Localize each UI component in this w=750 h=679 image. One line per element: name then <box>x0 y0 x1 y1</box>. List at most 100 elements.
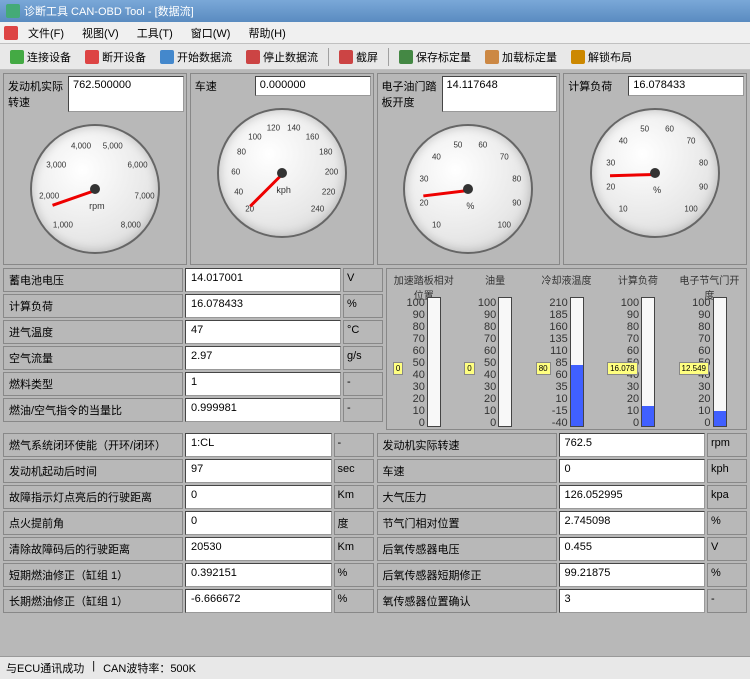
param-label: 节气门相对位置 <box>377 511 557 535</box>
gauge-needle <box>424 189 469 197</box>
param-row: 长期燃油修正（缸组 1） -6.666672 % <box>3 589 374 613</box>
toolbar-icon <box>246 50 260 64</box>
menu-item[interactable]: 窗口(W) <box>183 23 239 43</box>
toolbar-btn[interactable]: 解锁布局 <box>565 47 638 67</box>
toolbar-btn[interactable]: 断开设备 <box>79 47 152 67</box>
toolbar-label: 开始数据流 <box>177 49 232 65</box>
param-label: 空气流量 <box>3 346 183 370</box>
param-row: 后氧传感器电压 0.455 V <box>377 537 748 561</box>
param-label: 燃油/空气指令的当量比 <box>3 398 183 422</box>
bar-title: 冷却液温度 <box>532 271 601 297</box>
param-unit: % <box>707 511 747 535</box>
toolbar-btn[interactable]: 加载标定量 <box>479 47 563 67</box>
param-row: 车速 0 kph <box>377 459 748 483</box>
toolbar-icon <box>85 50 99 64</box>
gauge-needle <box>610 173 655 177</box>
gauge-value: 16.078433 <box>628 76 744 96</box>
toolbar-icon <box>160 50 174 64</box>
param-label: 长期燃油修正（缸组 1） <box>3 589 183 613</box>
param-label: 后氧传感器电压 <box>377 537 557 561</box>
param-unit: % <box>707 563 747 587</box>
bar-column: 冷却液温度 21018516013511085603510-15-40 80 <box>532 271 601 427</box>
param-row: 进气温度 47 °C <box>3 320 383 344</box>
bottom-right: 发动机实际转速 762.5 rpm 车速 0 kph 大气压力 126.0529… <box>377 433 748 615</box>
param-unit: V <box>707 537 747 561</box>
param-label: 发动机起动后时间 <box>3 459 183 483</box>
mid-section: 蓄电池电压 14.017001 V 计算负荷 16.078433 % 进气温度 … <box>3 268 747 430</box>
param-value: 0.999981 <box>185 398 341 422</box>
bar-column: 计算负荷 1009080706050403020100 16.078 <box>603 271 672 427</box>
bar-track: 16.078 <box>641 297 655 427</box>
toolbar-btn[interactable]: 截屏 <box>333 47 384 67</box>
gauge-label: 车速 <box>193 76 253 96</box>
param-row: 氧传感器位置确认 3 - <box>377 589 748 613</box>
gauge-label: 发动机实际转速 <box>6 76 66 112</box>
param-unit: Km <box>334 485 374 509</box>
menu-item[interactable]: 视图(V) <box>74 23 127 43</box>
bottom-left: 燃气系统闭环使能（开环/闭环） 1:CL - 发动机起动后时间 97 sec 故… <box>3 433 374 615</box>
gauge-box: 发动机实际转速 762.500000 1,0002,0003,0004,0005… <box>3 73 187 265</box>
param-value: 0 <box>559 459 706 483</box>
param-value: 0 <box>185 485 332 509</box>
toolbar-label: 断开设备 <box>102 49 146 65</box>
bar-column: 加速踏板相对位置 1009080706050403020100 0 <box>389 271 458 427</box>
toolbar-btn[interactable]: 保存标定量 <box>393 47 477 67</box>
bar-track: 0 <box>498 297 512 427</box>
param-row: 空气流量 2.97 g/s <box>3 346 383 370</box>
param-value: 1:CL <box>185 433 332 457</box>
param-value: 1 <box>185 372 341 396</box>
bar-track: 0 <box>427 297 441 427</box>
param-unit: % <box>343 294 383 318</box>
param-label: 燃气系统闭环使能（开环/闭环） <box>3 433 183 457</box>
bar-fill <box>571 365 583 426</box>
param-unit: V <box>343 268 383 292</box>
app-icon <box>6 4 20 18</box>
toolbar-btn[interactable]: 开始数据流 <box>154 47 238 67</box>
bar-title: 加速踏板相对位置 <box>389 271 458 297</box>
param-unit: g/s <box>343 346 383 370</box>
gauge-box: 电子油门踏板开度 14.117648 102030405060708090100… <box>377 73 561 265</box>
param-unit: % <box>334 563 374 587</box>
param-value: 20530 <box>185 537 332 561</box>
bar-value-label: 16.078 <box>607 362 637 375</box>
toolbar: 连接设备 断开设备 开始数据流停止数据流截屏保存标定量加载标定量解锁布局 <box>0 44 750 70</box>
toolbar-label: 连接设备 <box>27 49 71 65</box>
param-unit: % <box>334 589 374 613</box>
bar-track: 80 <box>570 297 584 427</box>
toolbar-btn[interactable]: 连接设备 <box>4 47 77 67</box>
gauge-dial: 1,0002,0003,0004,0005,0006,0007,0008,000… <box>30 124 160 254</box>
gauge-label: 电子油门踏板开度 <box>380 76 440 112</box>
toolbar-icon <box>485 50 499 64</box>
param-label: 短期燃油修正（缸组 1） <box>3 563 183 587</box>
gauge-box: 计算负荷 16.078433 102030405060708090100 % <box>563 73 747 265</box>
param-value: 0.455 <box>559 537 706 561</box>
param-label: 车速 <box>377 459 557 483</box>
bar-fill <box>714 411 726 426</box>
gauge-hub <box>650 168 660 178</box>
param-row: 后氧传感器短期修正 99.21875 % <box>377 563 748 587</box>
param-label: 清除故障码后的行驶距离 <box>3 537 183 561</box>
param-value: 14.017001 <box>185 268 341 292</box>
gauge-dial: 102030405060708090100 % <box>590 108 720 238</box>
gauge-dial: 20406080100120140160180200220240 kph <box>217 108 347 238</box>
status-ecu: 与ECU通讯成功 <box>6 660 84 676</box>
param-unit: rpm <box>707 433 747 457</box>
gauge-hub <box>277 168 287 178</box>
param-value: 126.052995 <box>559 485 706 509</box>
bar-track: 12.549 <box>713 297 727 427</box>
window-title: 诊断工具 CAN-OBD Tool - [数据流] <box>24 3 194 19</box>
menu-item[interactable]: 文件(F) <box>20 23 72 43</box>
bottom-section: 燃气系统闭环使能（开环/闭环） 1:CL - 发动机起动后时间 97 sec 故… <box>3 433 747 615</box>
param-label: 氧传感器位置确认 <box>377 589 557 613</box>
left-params: 蓄电池电压 14.017001 V 计算负荷 16.078433 % 进气温度 … <box>3 268 383 430</box>
param-unit: °C <box>343 320 383 344</box>
toolbar-btn[interactable]: 停止数据流 <box>240 47 324 67</box>
param-label: 燃料类型 <box>3 372 183 396</box>
param-row: 发动机起动后时间 97 sec <box>3 459 374 483</box>
param-value: -6.666672 <box>185 589 332 613</box>
menu-item[interactable]: 帮助(H) <box>240 23 293 43</box>
param-unit: 度 <box>334 511 374 535</box>
menu-item[interactable]: 工具(T) <box>129 23 181 43</box>
bar-title: 油量 <box>460 271 529 297</box>
gauge-label: 计算负荷 <box>566 76 626 96</box>
